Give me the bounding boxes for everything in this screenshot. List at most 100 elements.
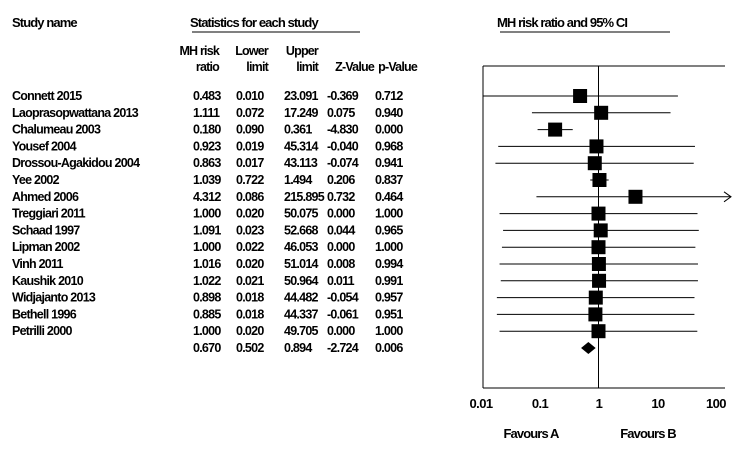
study-row-8-lower: 0.020 xyxy=(236,207,264,221)
study-row-9-ratio: 1.091 xyxy=(193,223,221,237)
study-row-10-z-value: 0.000 xyxy=(327,240,355,254)
study-row-13-z-value: -0.054 xyxy=(327,291,359,305)
pooled-row-p-value: 0.006 xyxy=(375,341,403,355)
study-row-1-p-value: 0.712 xyxy=(375,89,403,103)
study-row-5-p-value: 0.941 xyxy=(375,156,403,170)
study-row-1-lower: 0.010 xyxy=(236,89,264,103)
study-row-6-upper: 1.494 xyxy=(284,173,312,187)
study-row-4-z-value: -0.040 xyxy=(327,139,359,153)
upper-column-header-line2: limit xyxy=(296,60,319,74)
study-row-2-ratio: 1.111 xyxy=(193,106,220,120)
study-row-6-z-value: 0.206 xyxy=(327,173,355,187)
study-row-5-point-marker xyxy=(587,156,602,171)
pooled-row-ratio: 0.670 xyxy=(193,341,221,355)
favours-a-label: Favours A xyxy=(504,426,561,441)
study-row-6-name: Yee 2002 xyxy=(12,173,60,187)
study-row-13-p-value: 0.957 xyxy=(375,291,403,305)
study-row-6-lower: 0.722 xyxy=(236,173,264,187)
study-row-2-name: Laoprasopwattana 2013 xyxy=(12,106,139,120)
x-tick-label-2: 0.1 xyxy=(532,396,549,411)
study-row-11-upper: 51.014 xyxy=(284,257,319,271)
study-row-1-ratio: 0.483 xyxy=(193,89,221,103)
x-tick-label-3: 1 xyxy=(596,396,603,411)
study-row-8-z-value: 0.000 xyxy=(327,207,355,221)
x-tick-label-4: 10 xyxy=(651,396,665,411)
study-row-9-name: Schaad 1997 xyxy=(12,223,80,237)
study-row-10-name: Lipman 2002 xyxy=(12,240,80,254)
pooled-row-upper: 0.894 xyxy=(284,341,312,355)
study-row-13-point-marker xyxy=(588,290,603,305)
study-row-10-upper: 46.053 xyxy=(284,240,319,254)
study-row-2-upper: 17.249 xyxy=(284,106,319,120)
study-row-4-p-value: 0.968 xyxy=(375,139,403,153)
study-row-11-p-value: 0.994 xyxy=(375,257,403,271)
study-row-1-z-value: -0.369 xyxy=(327,89,359,103)
study-row-9-upper: 52.668 xyxy=(284,223,319,237)
ratio-column-header-line1: MH risk xyxy=(179,44,219,58)
z-value-column-header: Z-Value xyxy=(335,60,375,74)
favours-b-label: Favours B xyxy=(620,426,676,441)
p-value-column-header: p-Value xyxy=(378,60,418,74)
study-row-13-ratio: 0.898 xyxy=(193,291,221,305)
study-row-14-p-value: 0.951 xyxy=(375,307,403,321)
study-row-9-point-marker xyxy=(593,223,608,238)
study-row-12-name: Kaushik 2010 xyxy=(12,274,84,288)
study-row-10-lower: 0.022 xyxy=(236,240,264,254)
study-row-3-ratio: 0.180 xyxy=(193,123,221,137)
study-row-12-point-marker xyxy=(592,273,607,288)
study-row-1-point-marker xyxy=(573,89,588,103)
study-row-14-lower: 0.018 xyxy=(236,307,264,321)
study-row-8-upper: 50.075 xyxy=(284,207,319,221)
study-row-5-z-value: -0.074 xyxy=(327,156,359,170)
study-row-14-ratio: 0.885 xyxy=(193,307,221,321)
study-row-2-p-value: 0.940 xyxy=(375,106,403,120)
study-row-6-p-value: 0.837 xyxy=(375,173,403,187)
study-row-4-point-marker xyxy=(589,139,604,154)
study-row-10-p-value: 1.000 xyxy=(375,240,403,254)
study-row-8-point-marker xyxy=(591,206,606,221)
study-row-14-name: Bethell 1996 xyxy=(12,307,77,321)
study-row-15-name: Petrilli 2000 xyxy=(12,324,73,338)
study-row-12-lower: 0.021 xyxy=(236,274,264,288)
study-row-15-upper: 49.705 xyxy=(284,324,319,338)
x-tick-label-1: 0.01 xyxy=(470,396,493,411)
study-row-1-upper: 23.091 xyxy=(284,89,319,103)
study-row-5-ratio: 0.863 xyxy=(193,156,221,170)
study-row-3-upper: 0.361 xyxy=(284,123,312,137)
study-row-15-p-value: 1.000 xyxy=(375,324,403,338)
study-row-7-ci-arrow xyxy=(723,191,732,203)
statistics-header: Statistics for each study xyxy=(190,15,319,30)
study-row-15-ratio: 1.000 xyxy=(193,324,221,338)
study-row-7-z-value: 0.732 xyxy=(327,190,355,204)
study-row-3-point-marker xyxy=(548,122,563,137)
study-row-13-name: Widjajanto 2013 xyxy=(12,291,96,305)
study-row-11-ratio: 1.016 xyxy=(193,257,221,271)
study-row-11-lower: 0.020 xyxy=(236,257,264,271)
study-row-7-lower: 0.086 xyxy=(236,190,264,204)
study-row-7-upper: 215.895 xyxy=(284,190,325,204)
study-row-14-upper: 44.337 xyxy=(284,307,319,321)
study-row-9-z-value: 0.044 xyxy=(327,223,355,237)
ratio-column-header-line2: ratio xyxy=(196,60,220,74)
study-row-14-point-marker xyxy=(588,307,603,322)
study-row-6-ratio: 1.039 xyxy=(193,173,221,187)
study-row-15-z-value: 0.000 xyxy=(327,324,355,338)
x-tick-label-5: 100 xyxy=(706,396,726,411)
study-row-10-ratio: 1.000 xyxy=(193,240,221,254)
study-row-3-lower: 0.090 xyxy=(236,123,264,137)
study-row-12-p-value: 0.991 xyxy=(375,274,403,288)
study-row-7-point-marker xyxy=(628,189,643,204)
study-row-12-upper: 50.964 xyxy=(284,274,319,288)
study-row-5-upper: 43.113 xyxy=(284,156,318,170)
study-row-2-lower: 0.072 xyxy=(236,106,264,120)
study-row-9-p-value: 0.965 xyxy=(375,223,403,237)
study-row-7-name: Ahmed 2006 xyxy=(12,190,79,204)
study-row-4-upper: 45.314 xyxy=(284,139,319,153)
study-row-2-point-marker xyxy=(594,105,609,120)
study-row-4-lower: 0.019 xyxy=(236,139,264,153)
study-row-15-lower: 0.020 xyxy=(236,324,264,338)
study-row-13-lower: 0.018 xyxy=(236,291,264,305)
study-row-13-upper: 44.482 xyxy=(284,291,319,305)
